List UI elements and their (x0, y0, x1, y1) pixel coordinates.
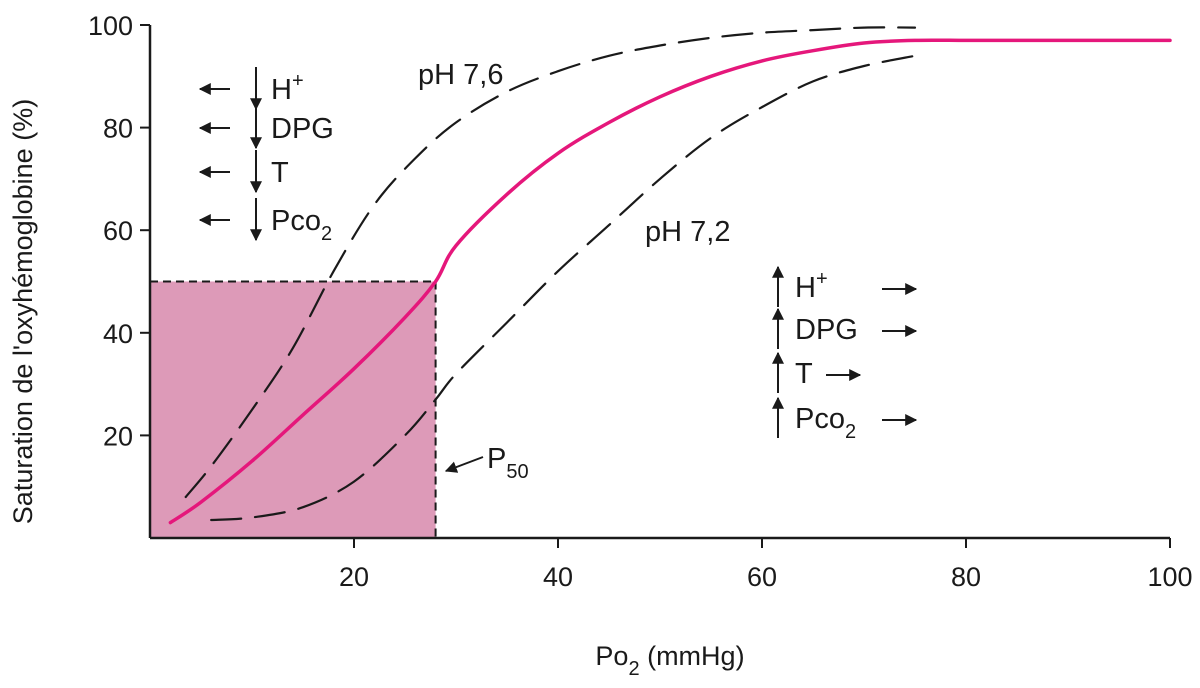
y-tick-label: 60 (103, 216, 133, 246)
right-effect-label: Pco2 (795, 403, 856, 443)
x-tick-label: 100 (1147, 562, 1192, 592)
x-tick-label: 80 (951, 562, 981, 592)
left-effect-label: H+ (271, 70, 304, 106)
right-effect-label: T (795, 358, 813, 390)
x-tick-label: 40 (543, 562, 573, 592)
x-tick-label: 20 (339, 562, 369, 592)
y-tick-label: 20 (103, 421, 133, 451)
ph72-label: pH 7,2 (645, 216, 730, 248)
y-axis-label: Saturation de l'oxyhémoglobine (%) (8, 99, 38, 524)
y-tick-label: 100 (88, 11, 133, 41)
x-tick-label: 60 (747, 562, 777, 592)
y-tick-label: 40 (103, 319, 133, 349)
right-effect-label: H+ (795, 268, 828, 304)
ph76-label: pH 7,6 (418, 59, 503, 91)
normal-curve (168, 38, 1172, 525)
left-effect-label: T (271, 157, 289, 189)
left-effect-label: Pco2 (271, 205, 332, 245)
dashed-curve-2 (210, 54, 917, 522)
right-effect-label: DPG (795, 314, 858, 346)
p50-shaded-area (150, 281, 436, 538)
p50-arrow (444, 456, 484, 473)
left-effect-label: DPG (271, 113, 334, 145)
dashed-curve-1 (184, 26, 917, 499)
p50-label: P50 (487, 443, 529, 483)
x-axis-label: Po2 (mmHg) (595, 641, 744, 680)
y-tick-label: 80 (103, 114, 133, 144)
